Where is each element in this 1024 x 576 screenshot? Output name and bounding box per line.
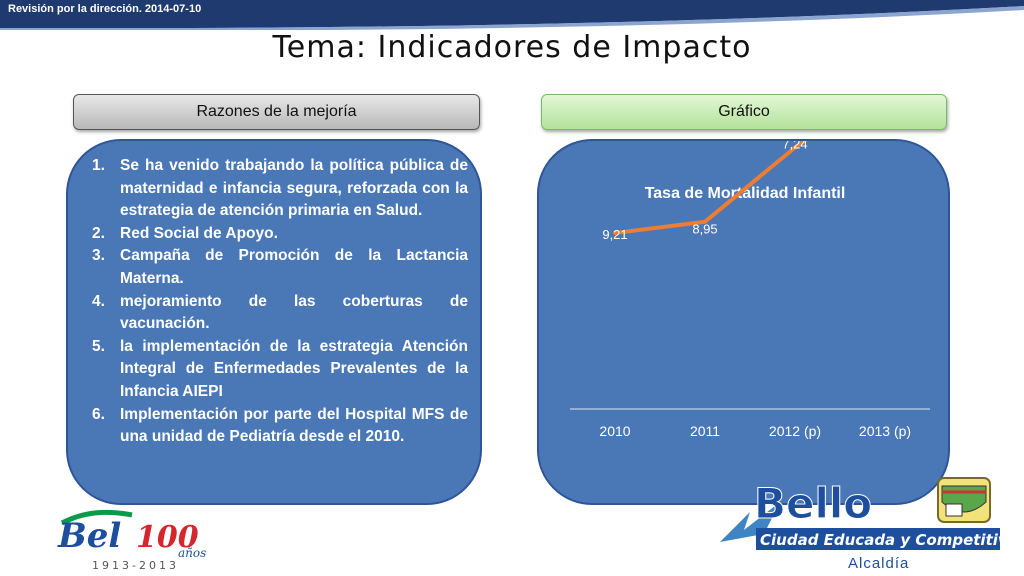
top-banner: Revisión por la dirección. 2014-07-10 — [0, 0, 1024, 30]
bello-logo-years: 100 — [136, 520, 199, 555]
alcaldia-logo: Bello Ciudad Educada y Competitiva Alcal… — [720, 477, 1018, 572]
reason-text: Campaña de Promoción de la Lactancia Mat… — [120, 247, 468, 287]
list-item: 2. Red Social de Apoyo. — [92, 224, 278, 242]
bello-logo-dates: 1913-2013 — [92, 559, 179, 572]
banner-shape — [0, 0, 1024, 30]
reasons-list: 1. Se ha venido trabajando la política pú… — [92, 155, 468, 449]
reason-text: mejoramiento de las coberturas de vacuna… — [120, 292, 468, 333]
reasons-heading: Razones de la mejoría — [73, 94, 480, 130]
slide-subtitle: Revisión por la dirección. 2014-07-10 — [8, 3, 202, 15]
alcaldia-big-text: Bello — [754, 479, 872, 528]
x-tick-label: 2013 (p) — [859, 423, 911, 439]
data-point — [793, 145, 797, 150]
data-label: 9,21 — [602, 227, 627, 242]
bello-100-logo: Bel 100 años 1913-2013 — [57, 509, 206, 572]
coat-of-arms-icon — [937, 477, 991, 523]
chart-title: Tasa de Mortalidad Infantil — [645, 185, 846, 202]
list-item: 4. mejoramiento de las coberturas de vacu… — [92, 292, 468, 333]
chart-panel: Tasa de Mortalidad Infantil9,218,957,245… — [537, 139, 950, 505]
reason-text: Se ha venido trabajando la política públ… — [120, 157, 468, 220]
bello-logo-anos: años — [178, 546, 206, 560]
reason-text: Red Social de Apoyo. — [120, 224, 278, 242]
series-line — [613, 141, 808, 235]
reasons-panel: 1. Se ha venido trabajando la política pú… — [66, 139, 482, 505]
data-point — [703, 219, 707, 224]
x-tick-label: 2011 — [690, 423, 720, 439]
alcaldia-label: Alcaldía — [848, 555, 909, 572]
slide-title: Tema: Indicadores de Impacto — [272, 30, 752, 65]
list-item: 3. Campaña de Promoción de la Lactancia M… — [92, 247, 468, 287]
list-item: 1. Se ha venido trabajando la política pú… — [92, 157, 468, 220]
x-tick-label: 2012 (p) — [769, 423, 821, 439]
data-label: 7,24 — [782, 141, 807, 152]
reason-text: la implementación de la estrategia Atenc… — [120, 337, 468, 400]
data-point — [613, 231, 617, 235]
bello-logo-text: Bel — [57, 516, 121, 556]
list-item: 5. la implementación de la estrategia Ate… — [92, 337, 468, 400]
x-tick-label: 2010 — [599, 423, 630, 439]
list-item: 6. Implementación por parte del Hospital … — [92, 405, 468, 446]
alcaldia-slogan: Ciudad Educada y Competitiva — [760, 531, 1018, 549]
reason-text: Implementación por parte del Hospital MF… — [120, 405, 468, 446]
line-chart: Tasa de Mortalidad Infantil9,218,957,245… — [570, 141, 930, 439]
chart-heading: Gráfico — [541, 94, 947, 130]
data-label: 8,95 — [692, 222, 717, 237]
